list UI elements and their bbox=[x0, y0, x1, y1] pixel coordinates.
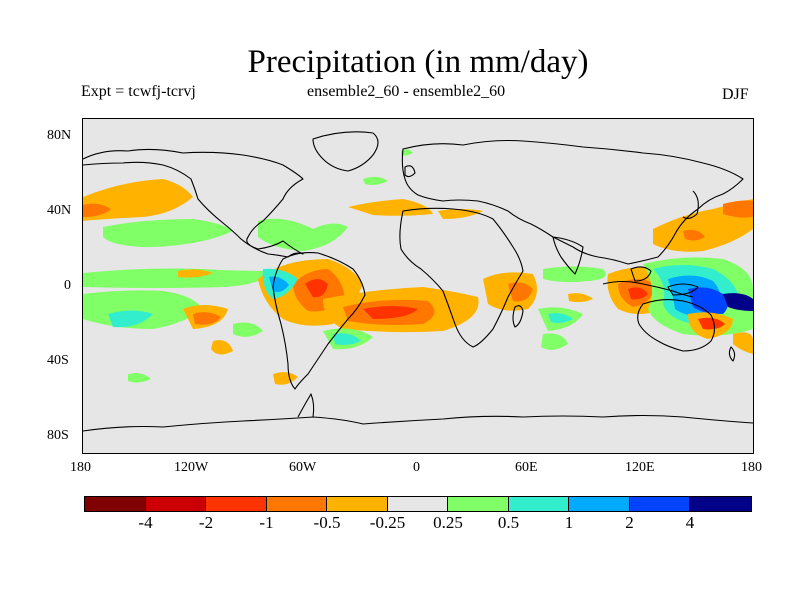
colorbar-swatch bbox=[387, 497, 448, 511]
colorbar-swatch bbox=[85, 497, 146, 511]
anomaly-patch bbox=[128, 373, 151, 383]
coastline-africa bbox=[399, 207, 524, 348]
anomaly-patch bbox=[108, 310, 153, 328]
coastline-antarctica bbox=[83, 414, 753, 432]
anomaly-patch bbox=[363, 176, 388, 185]
anomaly-patch bbox=[333, 333, 361, 345]
anomaly-patch bbox=[233, 322, 263, 337]
colorbar-swatch bbox=[629, 497, 690, 511]
coastlines bbox=[83, 131, 753, 432]
coastline-borneo bbox=[630, 266, 652, 282]
colorbar-label: -1 bbox=[259, 513, 274, 532]
lat-label-0: 0 bbox=[64, 278, 71, 293]
lat-label-80s: 80S bbox=[47, 428, 69, 443]
lat-label-80n: 80N bbox=[47, 128, 72, 143]
colorbar-label: 2 bbox=[625, 513, 634, 532]
anomaly-patch bbox=[733, 332, 753, 354]
anomaly-patch bbox=[723, 200, 753, 218]
anomaly-patch bbox=[83, 179, 193, 221]
coastline-australia bbox=[637, 298, 716, 352]
lon-label-60w: 60W bbox=[289, 460, 317, 475]
coastline-new-guinea bbox=[667, 283, 699, 296]
coastline-madagascar bbox=[512, 305, 524, 328]
lon-label-60e: 60E bbox=[515, 460, 538, 475]
anomaly-patch bbox=[193, 312, 221, 325]
colorbar-label: -2 bbox=[198, 513, 214, 532]
lon-label-180w: 180 bbox=[70, 460, 91, 475]
anomaly-patch bbox=[83, 203, 111, 217]
colorbar-swatch bbox=[508, 497, 569, 511]
coastline-greenland bbox=[312, 131, 379, 172]
anomaly-patch bbox=[688, 287, 728, 314]
anomaly-patch bbox=[103, 219, 233, 247]
lat-label-40s: 40S bbox=[47, 353, 69, 368]
anomaly-patch bbox=[508, 282, 533, 302]
precipitation-map bbox=[83, 131, 753, 432]
anomaly-patch bbox=[698, 317, 725, 330]
anomaly-patch bbox=[568, 293, 593, 303]
lat-label-40n: 40N bbox=[47, 203, 72, 218]
coastline-japan bbox=[682, 190, 699, 220]
anomaly-patch bbox=[211, 340, 233, 355]
anomaly-patch bbox=[541, 333, 568, 350]
colorbar-swatch bbox=[266, 497, 327, 511]
anomaly-patch bbox=[628, 287, 648, 300]
colorbar-swatch bbox=[569, 497, 630, 511]
anomaly-patch bbox=[273, 372, 298, 385]
anomaly-patch bbox=[178, 269, 213, 278]
coastline-uk bbox=[404, 165, 416, 178]
lon-label-120e: 120E bbox=[625, 460, 655, 475]
lon-label-0: 0 bbox=[413, 460, 420, 475]
lon-label-120w: 120W bbox=[174, 460, 209, 475]
colorbar-swatch bbox=[448, 497, 509, 511]
colorbar-label: 1 bbox=[564, 513, 574, 532]
colorbar-swatch bbox=[327, 497, 388, 511]
anomaly-patches bbox=[83, 149, 753, 385]
map-panel bbox=[82, 118, 754, 454]
anomaly-patch bbox=[83, 268, 273, 288]
anomaly-patch bbox=[683, 229, 705, 241]
colorbar-label: -0.5 bbox=[313, 513, 341, 532]
lon-label-180e: 180 bbox=[741, 460, 762, 475]
colorbar-label: 0.5 bbox=[497, 513, 520, 532]
coastline-antarctic-peninsula bbox=[297, 393, 315, 418]
experiment-label: Expt = tcwfj-tcrvj bbox=[81, 83, 196, 100]
colorbar bbox=[84, 496, 752, 512]
coastline-eurasia bbox=[401, 139, 744, 265]
anomaly-patch bbox=[363, 306, 418, 319]
colorbar-swatch bbox=[206, 497, 267, 511]
colorbar-label: -4 bbox=[138, 513, 153, 532]
chart-title: Precipitation (in mm/day) bbox=[247, 44, 589, 80]
anomaly-patch bbox=[723, 293, 753, 311]
colorbar-swatch bbox=[145, 497, 206, 511]
anomaly-patch bbox=[348, 199, 433, 216]
ensemble-label: ensemble2_60 - ensemble2_60 bbox=[307, 83, 506, 100]
coastline-india bbox=[552, 236, 584, 275]
colorbar-swatch bbox=[690, 497, 751, 511]
anomaly-patch bbox=[305, 279, 328, 298]
colorbar-label: -0.25 bbox=[369, 513, 406, 532]
anomaly-patch bbox=[401, 149, 413, 156]
coastline-north-america bbox=[83, 148, 304, 258]
colorbar-label: 4 bbox=[685, 513, 695, 532]
coastline-new-zealand bbox=[728, 346, 736, 362]
anomaly-patch bbox=[543, 266, 606, 283]
anomaly-patch bbox=[548, 313, 573, 323]
season-label: DJF bbox=[722, 86, 749, 103]
coastline-south-america bbox=[272, 252, 366, 390]
anomaly-patch bbox=[438, 209, 483, 219]
anomaly-patch bbox=[483, 272, 537, 311]
colorbar-label: 0.25 bbox=[433, 513, 463, 532]
